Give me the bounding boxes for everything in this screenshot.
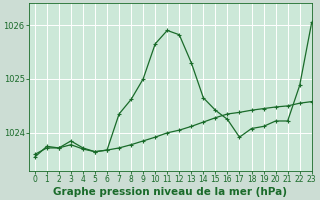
X-axis label: Graphe pression niveau de la mer (hPa): Graphe pression niveau de la mer (hPa) <box>53 187 287 197</box>
